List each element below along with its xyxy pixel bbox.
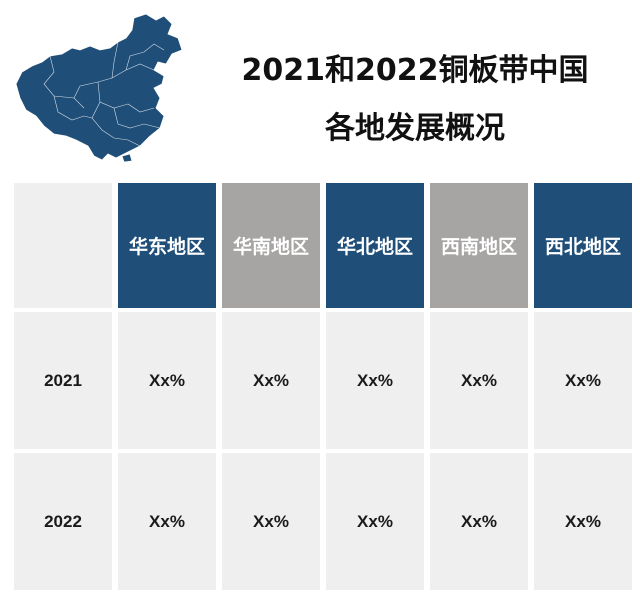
title-line-2: 各地发展概况 <box>325 111 505 146</box>
header-east-china: 华东地区 <box>118 183 216 308</box>
table-cell: Xx% <box>326 312 424 449</box>
region-table: 华东地区 华南地区 华北地区 西南地区 西北地区 2021 Xx% Xx% Xx… <box>14 183 632 590</box>
table-cell: Xx% <box>430 312 528 449</box>
header-northwest: 西北地区 <box>534 183 632 308</box>
table-cell: Xx% <box>118 312 216 449</box>
header-south-china: 华南地区 <box>222 183 320 308</box>
row-year-2022: 2022 <box>14 453 112 590</box>
title-line-1: 2021和2022铜板带中国 <box>241 53 589 88</box>
header-north-china: 华北地区 <box>326 183 424 308</box>
table-cell: Xx% <box>222 312 320 449</box>
table-cell: Xx% <box>118 453 216 590</box>
table-cell: Xx% <box>534 312 632 449</box>
table-cell: Xx% <box>222 453 320 590</box>
china-map-icon <box>15 13 183 162</box>
row-year-2021: 2021 <box>14 312 112 449</box>
page-title: 2021和2022铜板带中国 各地发展概况 <box>205 42 625 158</box>
table-corner-cell <box>14 183 112 308</box>
table-cell: Xx% <box>534 453 632 590</box>
header-southwest: 西南地区 <box>430 183 528 308</box>
table-cell: Xx% <box>430 453 528 590</box>
table-cell: Xx% <box>326 453 424 590</box>
